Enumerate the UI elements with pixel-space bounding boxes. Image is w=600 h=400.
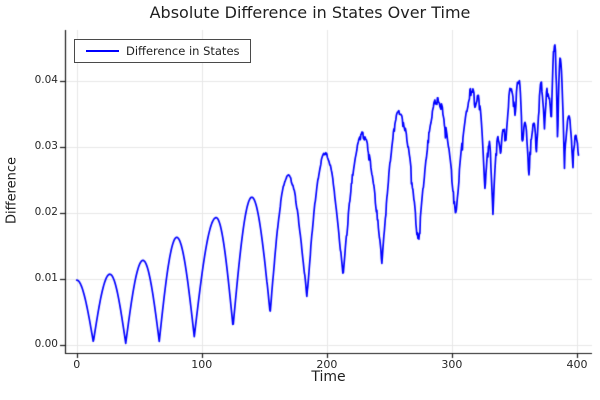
y-tick-label: 0.04 bbox=[34, 74, 58, 87]
x-tick-label: 200 bbox=[316, 358, 338, 371]
y-tick-label: 0.02 bbox=[34, 206, 58, 218]
x-axis-label: Time bbox=[311, 369, 346, 385]
legend-label: Difference in States bbox=[126, 44, 240, 58]
x-tick-label: 100 bbox=[191, 358, 213, 371]
y-axis-label: Difference bbox=[4, 156, 20, 225]
y-tick-label: 0.03 bbox=[34, 140, 58, 153]
chart-title: Absolute Difference in States Over Time bbox=[149, 3, 471, 22]
legend: Difference in States bbox=[74, 39, 251, 63]
y-tick-label: 0.00 bbox=[34, 337, 58, 350]
legend-line-sample bbox=[86, 50, 119, 52]
x-tick-label: 300 bbox=[441, 358, 463, 371]
x-tick-label: 0 bbox=[73, 358, 81, 371]
y-tick-label: 0.01 bbox=[34, 271, 58, 284]
x-tick-label: 400 bbox=[566, 358, 588, 371]
